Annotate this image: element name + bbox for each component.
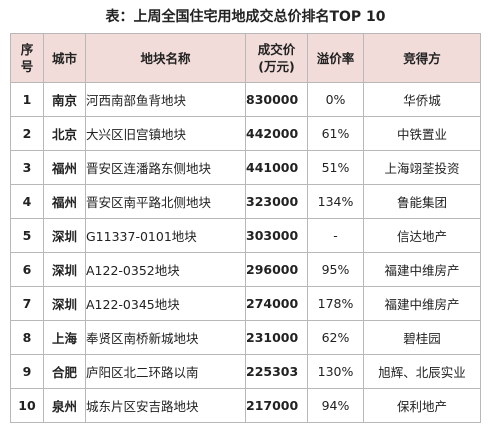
cell-premium: 61% (307, 116, 364, 151)
table-row: 8 上海 奉贤区南桥新城地块 231000 62% 碧桂园 (10, 320, 481, 355)
header-rank-line2: 号 (20, 59, 34, 74)
cell-price: 217000 (245, 388, 308, 423)
cell-plot: 大兴区旧宫镇地块 (85, 116, 246, 151)
table-title: 表：上周全国住宅用地成交总价排名TOP 10 (105, 9, 386, 25)
cell-price: 441000 (245, 150, 308, 185)
cell-plot: 奉贤区南桥新城地块 (85, 320, 246, 355)
cell-buyer: 信达地产 (363, 218, 481, 253)
cell-premium: 0% (307, 82, 364, 117)
cell-buyer: 旭辉、北辰实业 (363, 354, 481, 389)
table-row: 7 深圳 A122-0345地块 274000 178% 福建中维房产 (10, 286, 481, 321)
header-plot: 地块名称 (85, 33, 246, 83)
cell-buyer: 上海翊荃投资 (363, 150, 481, 185)
cell-rank: 4 (10, 184, 44, 219)
cell-rank: 7 (10, 286, 44, 321)
cell-rank: 5 (10, 218, 44, 253)
land-ranking-table: 序 号 城市 地块名称 成交价 (万元) 溢价率 竞得方 1 南京 河西南部鱼背… (10, 33, 481, 423)
cell-plot: G11337-0101地块 (85, 218, 246, 253)
table-row: 10 泉州 城东片区安吉路地块 217000 94% 保利地产 (10, 388, 481, 423)
cell-plot: A122-0352地块 (85, 252, 246, 287)
cell-price: 830000 (245, 82, 308, 117)
cell-rank: 10 (10, 388, 44, 423)
cell-premium: 95% (307, 252, 364, 287)
cell-plot: 晋安区连潘路东侧地块 (85, 150, 246, 185)
cell-buyer: 华侨城 (363, 82, 481, 117)
cell-rank: 1 (10, 82, 44, 117)
cell-buyer: 中铁置业 (363, 116, 481, 151)
cell-plot: 河西南部鱼背地块 (85, 82, 246, 117)
cell-rank: 9 (10, 354, 44, 389)
header-buyer: 竞得方 (363, 33, 481, 83)
cell-city: 福州 (43, 184, 86, 219)
table-header-row: 序 号 城市 地块名称 成交价 (万元) 溢价率 竞得方 (10, 33, 481, 83)
cell-city: 上海 (43, 320, 86, 355)
cell-rank: 2 (10, 116, 44, 151)
cell-city: 合肥 (43, 354, 86, 389)
cell-city: 北京 (43, 116, 86, 151)
cell-rank: 6 (10, 252, 44, 287)
cell-premium: - (307, 218, 364, 253)
cell-price: 225303 (245, 354, 308, 389)
cell-buyer: 碧桂园 (363, 320, 481, 355)
header-price-line1: 成交价 (257, 42, 296, 57)
header-city: 城市 (43, 33, 86, 83)
table-row: 3 福州 晋安区连潘路东侧地块 441000 51% 上海翊荃投资 (10, 150, 481, 185)
table-row: 4 福州 晋安区南平路北侧地块 323000 134% 鲁能集团 (10, 184, 481, 219)
cell-price: 231000 (245, 320, 308, 355)
cell-premium: 134% (307, 184, 364, 219)
header-rank: 序 号 (10, 33, 44, 83)
cell-city: 深圳 (43, 252, 86, 287)
cell-premium: 130% (307, 354, 364, 389)
cell-city: 深圳 (43, 218, 86, 253)
header-price: 成交价 (万元) (245, 33, 308, 83)
cell-rank: 8 (10, 320, 44, 355)
cell-buyer: 福建中维房产 (363, 286, 481, 321)
cell-city: 福州 (43, 150, 86, 185)
cell-price: 303000 (245, 218, 308, 253)
cell-buyer: 保利地产 (363, 388, 481, 423)
cell-premium: 62% (307, 320, 364, 355)
cell-premium: 178% (307, 286, 364, 321)
cell-rank: 3 (10, 150, 44, 185)
cell-city: 深圳 (43, 286, 86, 321)
header-rank-line1: 序 (20, 42, 34, 57)
cell-city: 南京 (43, 82, 86, 117)
cell-buyer: 鲁能集团 (363, 184, 481, 219)
cell-plot: 城东片区安吉路地块 (85, 388, 246, 423)
table-row: 1 南京 河西南部鱼背地块 830000 0% 华侨城 (10, 82, 481, 117)
header-price-line2: (万元) (258, 59, 295, 74)
cell-price: 274000 (245, 286, 308, 321)
cell-price: 323000 (245, 184, 308, 219)
table-row: 9 合肥 庐阳区北二环路以南 225303 130% 旭辉、北辰实业 (10, 354, 481, 389)
cell-price: 296000 (245, 252, 308, 287)
table-row: 2 北京 大兴区旧宫镇地块 442000 61% 中铁置业 (10, 116, 481, 151)
cell-premium: 51% (307, 150, 364, 185)
cell-plot: 晋安区南平路北侧地块 (85, 184, 246, 219)
cell-city: 泉州 (43, 388, 86, 423)
cell-premium: 94% (307, 388, 364, 423)
table-row: 6 深圳 A122-0352地块 296000 95% 福建中维房产 (10, 252, 481, 287)
cell-price: 442000 (245, 116, 308, 151)
table-row: 5 深圳 G11337-0101地块 303000 - 信达地产 (10, 218, 481, 253)
cell-plot: 庐阳区北二环路以南 (85, 354, 246, 389)
cell-plot: A122-0345地块 (85, 286, 246, 321)
cell-buyer: 福建中维房产 (363, 252, 481, 287)
header-premium: 溢价率 (307, 33, 364, 83)
